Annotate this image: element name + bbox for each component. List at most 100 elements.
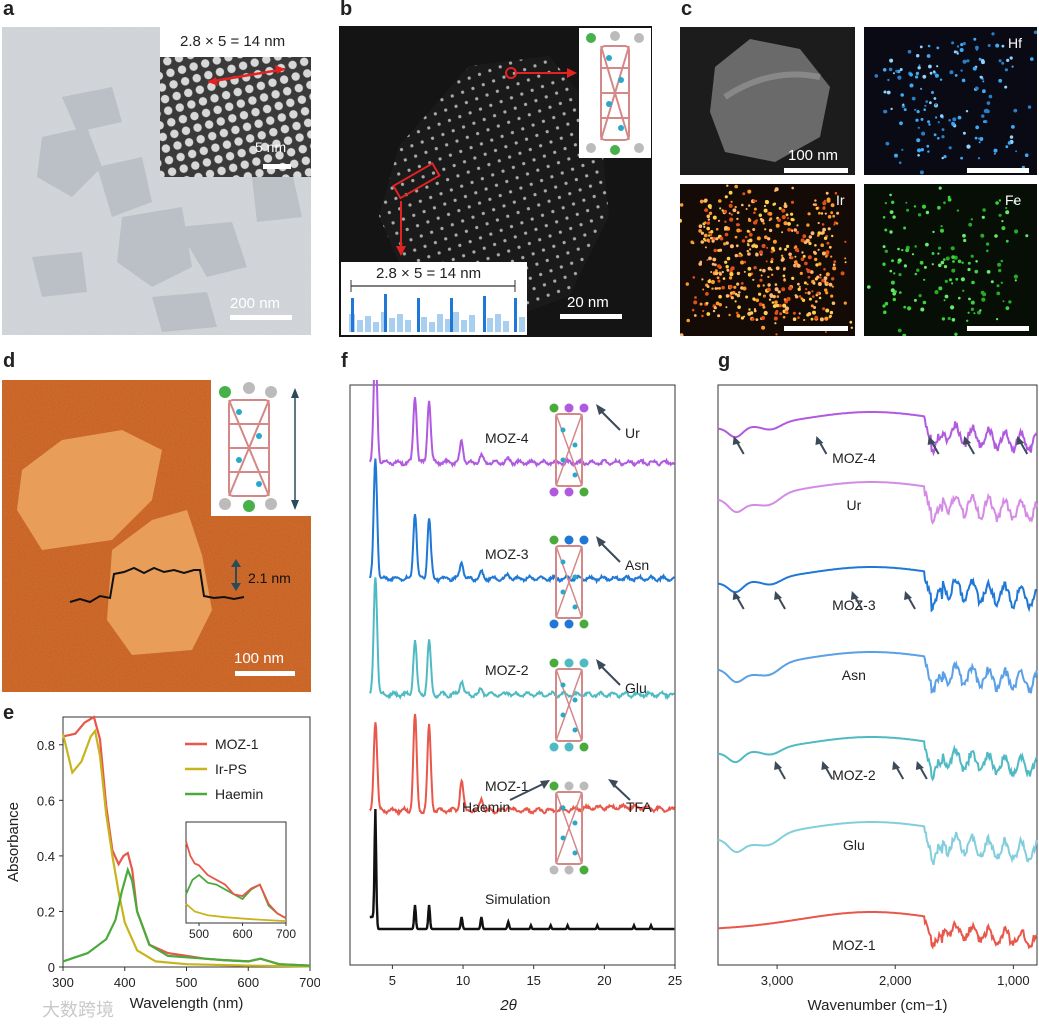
scale-label-c: 100 nm: [788, 147, 839, 164]
ir-arrowhead: [774, 591, 783, 600]
scale-bar-hf: [967, 168, 1029, 173]
eds-dot: [771, 301, 775, 304]
eds-dot: [733, 285, 737, 289]
eds-dot: [1014, 279, 1017, 282]
eds-dot: [818, 262, 822, 266]
eds-dot: [760, 218, 765, 223]
eds-dot: [814, 257, 818, 262]
eds-dot: [820, 212, 824, 215]
eds-dot: [977, 137, 981, 140]
eds-dot: [821, 278, 825, 283]
eds-dot: [889, 210, 894, 214]
ligand-atom: [549, 781, 559, 791]
eds-dot: [717, 314, 721, 318]
eds-dot: [831, 277, 835, 281]
eds-dot: [762, 305, 766, 309]
ir-line-asn: [717, 651, 1038, 695]
eds-dot: [766, 246, 769, 249]
legend-label: Ir-PS: [215, 761, 247, 777]
eds-dot: [951, 41, 955, 45]
ir-arrowhead: [732, 591, 741, 600]
eds-dot: [957, 259, 962, 264]
eds-dot: [772, 239, 777, 244]
eds-dot: [956, 209, 960, 212]
ir-arrowhead: [1016, 436, 1025, 445]
eds-dot: [917, 213, 922, 217]
inset-tick-label: 600: [233, 927, 253, 941]
eds-dot: [822, 227, 826, 232]
eds-dot: [825, 235, 828, 238]
eds-dot: [948, 278, 953, 282]
eds-dot: [724, 195, 728, 199]
eds-dot: [897, 247, 900, 251]
eds-dot: [933, 97, 937, 100]
cluster-bond: [555, 545, 583, 619]
cluster-atom: [572, 472, 578, 478]
x-axis-label-g: Wavenumber (cm−1): [808, 997, 948, 1014]
eds-dot: [985, 242, 990, 246]
eds-dot: [734, 300, 737, 303]
annotation-arrowhead: [596, 536, 606, 547]
afm-image-d-graphic: [2, 380, 311, 692]
eds-dot: [937, 252, 940, 255]
eds-dot: [828, 282, 833, 287]
eds-dot: [824, 316, 829, 321]
eds-dot: [884, 228, 888, 232]
eds-dot: [736, 314, 741, 318]
eds-dot: [926, 54, 931, 58]
eds-dot: [808, 241, 812, 246]
y-axis-label-e: Absorbance: [5, 802, 22, 882]
map-label-ir: Ir: [836, 192, 845, 208]
eds-dot: [936, 46, 940, 50]
eds-dot: [775, 309, 779, 313]
eds-dot: [768, 298, 772, 301]
eds-dot: [761, 325, 766, 330]
eds-dot: [889, 269, 893, 273]
eds-dot: [927, 44, 931, 48]
map-label-fe: Fe: [1005, 192, 1022, 208]
eds-dot: [970, 218, 973, 221]
eds-dot: [710, 279, 715, 285]
eds-dot: [926, 144, 930, 148]
eds-dot: [937, 121, 940, 124]
eds-dot: [741, 203, 744, 207]
eds-dot: [997, 262, 1002, 267]
eds-dot: [898, 161, 902, 164]
x-tick-label-f: 10: [456, 973, 470, 988]
x-tick-label-g: 3,000: [761, 973, 794, 988]
eds-dot: [991, 32, 995, 36]
eds-dot: [844, 240, 847, 243]
cluster-atom: [560, 589, 566, 595]
eds-dot: [772, 304, 777, 308]
eds-dot: [794, 294, 797, 297]
legend-label: Haemin: [215, 786, 263, 802]
eds-dot: [757, 284, 761, 288]
eds-dot: [716, 276, 720, 280]
x-tick-label-g: 1,000: [997, 973, 1030, 988]
cluster-bond: [555, 413, 583, 487]
eds-dot: [731, 291, 736, 295]
ligand-atom: [564, 781, 574, 791]
eds-dot: [806, 283, 809, 286]
eds-dot: [721, 209, 724, 212]
eds-dot: [1008, 300, 1012, 304]
eds-dot: [817, 234, 820, 237]
eds-dot: [767, 266, 772, 271]
eds-dot: [693, 314, 697, 317]
legend-label: MOZ-1: [215, 736, 259, 752]
eds-dot: [889, 193, 892, 197]
eds-dot: [889, 58, 894, 63]
eds-dot: [701, 278, 704, 281]
eds-dot: [698, 229, 702, 233]
eds-dot: [800, 297, 804, 300]
eds-dot: [812, 281, 816, 285]
eds-dot: [921, 131, 926, 136]
eds-dot: [979, 75, 983, 79]
eds-dot: [907, 49, 912, 54]
eds-dot: [867, 285, 871, 289]
eds-dot: [747, 252, 751, 256]
eds-dot: [700, 200, 703, 204]
ligand-atom: [549, 658, 559, 668]
cluster-marker: [505, 67, 517, 79]
eds-dot: [981, 60, 985, 65]
